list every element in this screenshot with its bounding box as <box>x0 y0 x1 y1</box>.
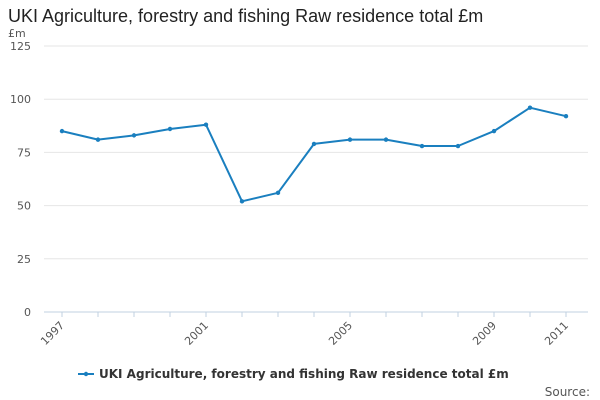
y-unit-label: £m <box>8 27 26 40</box>
data-point <box>59 128 65 134</box>
x-tick-label: 1997 <box>38 319 67 348</box>
series-line <box>61 106 567 203</box>
x-tick-label: 2011 <box>542 319 571 348</box>
data-point <box>131 133 137 138</box>
data-point <box>311 141 317 147</box>
data-point <box>419 143 425 149</box>
data-point <box>491 128 497 134</box>
y-tick-label: 0 <box>24 306 31 319</box>
gridlines <box>44 45 588 260</box>
y-tick-label: 100 <box>10 93 31 106</box>
x-axis: 1997 2001 2005 2009 2011 <box>38 311 588 348</box>
x-tick-label: 2005 <box>326 319 355 348</box>
y-tick-label: 75 <box>17 146 31 159</box>
y-tick-label: 50 <box>17 200 31 213</box>
data-point <box>527 105 533 110</box>
data-point <box>563 114 569 119</box>
y-tick-label: 25 <box>17 253 31 266</box>
data-point <box>167 126 173 132</box>
data-point <box>203 122 209 127</box>
data-point <box>383 137 389 142</box>
data-point <box>239 199 245 204</box>
legend-swatch-marker <box>83 371 89 377</box>
legend: UKI Agriculture, forestry and fishing Ra… <box>78 367 509 381</box>
x-tick-label: 2009 <box>470 319 499 348</box>
y-axis: 0 25 50 75 100 125 <box>10 40 31 319</box>
chart-title: UKI Agriculture, forestry and fishing Ra… <box>8 6 484 26</box>
plot-area <box>59 105 569 204</box>
data-point <box>275 190 281 196</box>
data-point <box>455 143 461 149</box>
legend-label: UKI Agriculture, forestry and fishing Ra… <box>99 367 509 381</box>
data-point <box>347 137 353 142</box>
source-label: Source: <box>545 385 590 399</box>
x-tick-label: 2001 <box>182 319 211 348</box>
data-point <box>95 137 101 142</box>
y-tick-label: 125 <box>10 40 31 53</box>
